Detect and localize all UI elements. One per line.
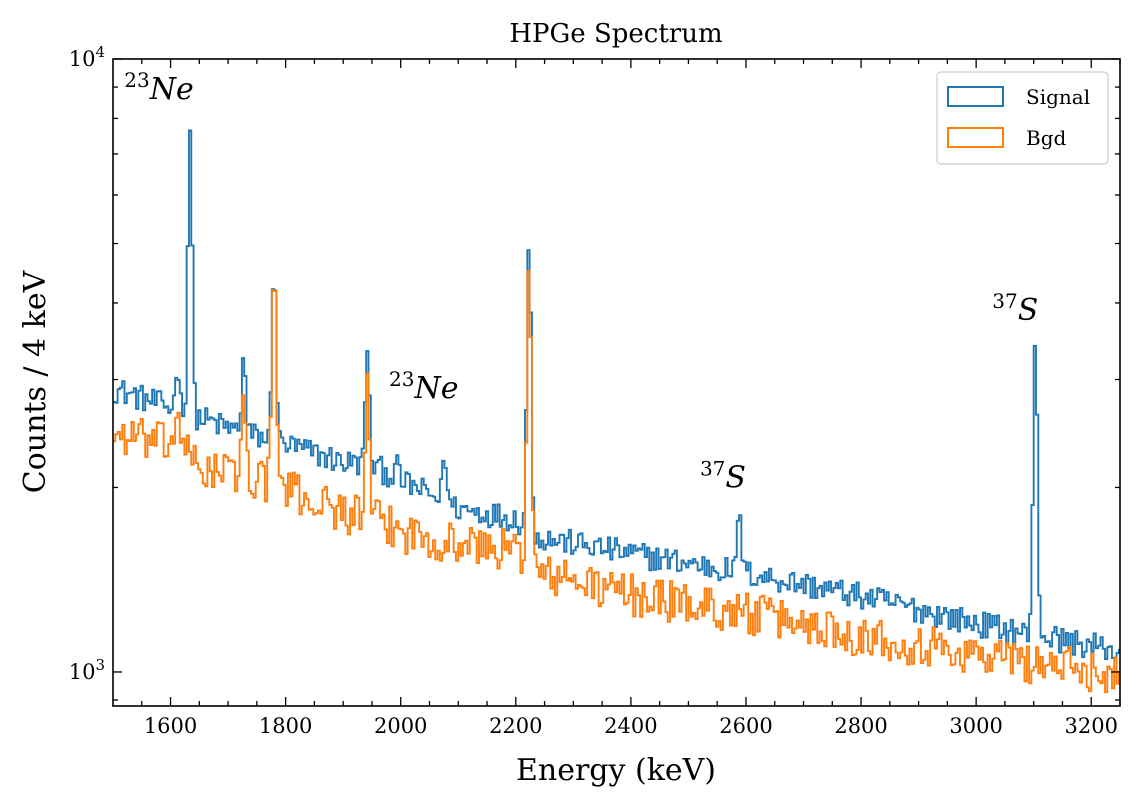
- y-tick-label: 103: [69, 656, 105, 684]
- peak-annotation-23ne: 23Ne: [124, 68, 193, 107]
- peak-annotations: 23Ne 23Ne 37S 37S: [124, 68, 1038, 495]
- y-axis-ticks: 103 104: [69, 43, 1120, 701]
- series-line-signal: [113, 129, 1120, 661]
- peak-annotation-37s: 37S: [992, 289, 1038, 328]
- legend-swatch-bgd: [947, 127, 1004, 148]
- legend-label-bgd: Bgd: [1026, 126, 1067, 150]
- plot-frame: [112, 58, 1121, 707]
- series-layer: [113, 129, 1120, 694]
- y-axis-label: Counts / 4 keV: [18, 269, 53, 493]
- x-tick-label: 3200: [1065, 714, 1118, 738]
- peak-annotation-23ne: 23Ne: [389, 367, 458, 406]
- x-tick-label: 2000: [374, 714, 427, 738]
- x-tick-label: 3000: [949, 714, 1002, 738]
- legend-swatch-signal: [947, 86, 1004, 107]
- legend: Signal Bgd: [936, 71, 1109, 165]
- x-tick-label: 2600: [719, 714, 772, 738]
- x-tick-label: 2200: [489, 714, 542, 738]
- x-axis-label: Energy (keV): [516, 753, 716, 788]
- x-tick-label: 1800: [259, 714, 312, 738]
- chart-title: HPGe Spectrum: [509, 19, 722, 49]
- y-tick-label: 104: [69, 43, 105, 71]
- x-axis-ticks: 1600 1800 2000 2200 2400 2600 2800 3000 3200: [141, 59, 1121, 738]
- x-tick-label: 2400: [604, 714, 657, 738]
- series-line-bgd: [113, 270, 1120, 694]
- x-tick-label: 2800: [834, 714, 887, 738]
- legend-label-signal: Signal: [1026, 85, 1090, 109]
- x-tick-label: 1600: [144, 714, 197, 738]
- legend-box: [936, 71, 1109, 165]
- peak-annotation-37s: 37S: [700, 456, 746, 495]
